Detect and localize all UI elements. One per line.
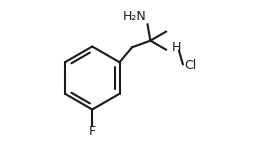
Text: H: H <box>172 42 181 54</box>
Text: H₂N: H₂N <box>123 10 147 23</box>
Text: F: F <box>89 125 96 138</box>
Text: Cl: Cl <box>184 60 196 72</box>
